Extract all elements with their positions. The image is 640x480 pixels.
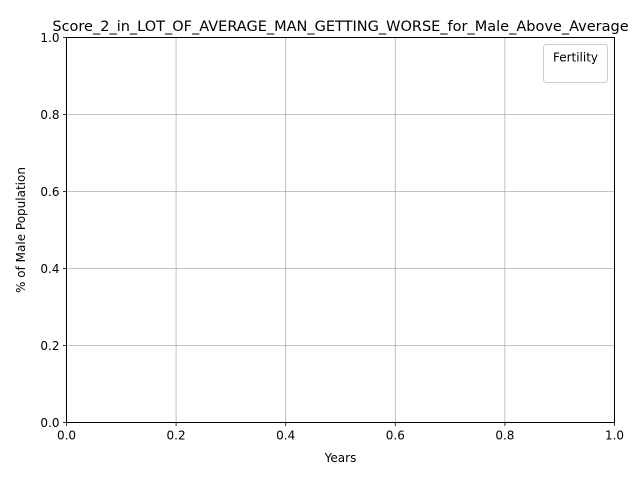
y-tick-label: 0.0 [40, 416, 59, 430]
chart-title: Score_2_in_LOT_OF_AVERAGE_MAN_GETTING_WO… [52, 19, 628, 35]
x-axis-label: Years [324, 451, 357, 465]
y-axis-label: % of Male Population [14, 167, 28, 293]
legend-box [543, 44, 608, 83]
legend: Fertility [543, 44, 608, 83]
x-axis-ticks: 0.0 0.2 0.4 0.6 0.8 1.0 [57, 422, 624, 443]
y-tick-label: 0.2 [40, 339, 59, 353]
legend-title: Fertility [553, 51, 598, 65]
x-tick-label: 0.2 [167, 429, 186, 443]
plot-area-frame [66, 37, 615, 423]
x-tick-label: 0.8 [495, 429, 514, 443]
x-tick-label: 0.6 [386, 429, 405, 443]
x-tick-label: 0.4 [276, 429, 295, 443]
x-tick-label: 1.0 [605, 429, 624, 443]
y-tick-label: 0.4 [40, 262, 59, 276]
y-tick-label: 1.0 [40, 31, 59, 45]
y-tick-label: 0.6 [40, 185, 59, 199]
y-tick-label: 0.8 [40, 108, 59, 122]
x-tick-label: 0.0 [57, 429, 76, 443]
y-axis-ticks: 0.0 0.2 0.4 0.6 0.8 1.0 [40, 31, 67, 430]
grid-lines [66, 37, 615, 423]
